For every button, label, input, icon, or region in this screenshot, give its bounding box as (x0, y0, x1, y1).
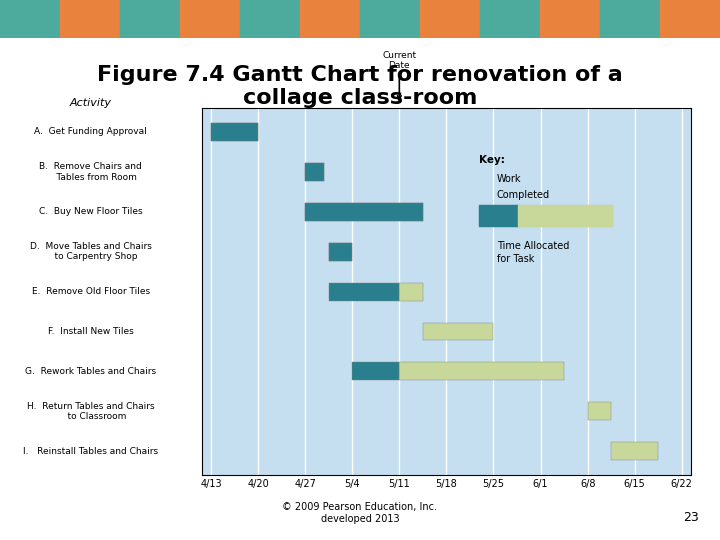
Bar (329, 242, 352, 261)
Bar (660, 0, 720, 38)
Bar (420, 0, 480, 38)
Bar (240, 0, 300, 38)
Bar (305, 203, 423, 221)
Bar (360, 0, 420, 38)
Bar (180, 0, 240, 38)
Bar (305, 163, 324, 181)
Text: Time Allocated: Time Allocated (497, 241, 570, 252)
Text: C.  Buy New Floor Tiles: C. Buy New Floor Tiles (39, 207, 143, 217)
Text: A.  Get Funding Approval: A. Get Funding Approval (35, 127, 147, 137)
Text: E.  Remove Old Floor Tiles: E. Remove Old Floor Tiles (32, 287, 150, 296)
Bar (352, 362, 400, 380)
Text: © 2009 Pearson Education, Inc.
developed 2013: © 2009 Pearson Education, Inc. developed… (282, 502, 438, 524)
Text: 23: 23 (683, 511, 698, 524)
Text: Figure 7.4 Gantt Chart for renovation of a
collage class-room: Figure 7.4 Gantt Chart for renovation of… (97, 65, 623, 108)
Bar (540, 0, 600, 38)
Bar (600, 0, 660, 38)
Bar (305, 203, 423, 221)
Bar (400, 282, 423, 301)
Text: for Task: for Task (497, 254, 534, 265)
Text: G.  Rework Tables and Chairs: G. Rework Tables and Chairs (25, 367, 156, 376)
Bar (588, 402, 611, 420)
Bar (0, 0, 60, 38)
Bar (400, 362, 564, 380)
Bar (329, 282, 400, 301)
Bar (60, 0, 120, 38)
Text: Current
Date: Current Date (382, 51, 416, 99)
Text: I.   Reinstall Tables and Chairs: I. Reinstall Tables and Chairs (23, 447, 158, 456)
Text: Completed: Completed (497, 190, 550, 200)
Bar (479, 205, 518, 226)
Text: D.  Move Tables and Chairs
    to Carpentry Shop: D. Move Tables and Chairs to Carpentry S… (30, 242, 152, 261)
Bar (479, 205, 612, 226)
Text: Work: Work (497, 174, 521, 184)
Bar (120, 0, 180, 38)
Bar (480, 0, 540, 38)
Text: F.  Install New Tiles: F. Install New Tiles (48, 327, 134, 336)
Bar (329, 242, 352, 261)
Bar (423, 322, 493, 341)
Text: Activity: Activity (70, 98, 112, 108)
Bar (211, 123, 258, 141)
Bar (611, 442, 658, 460)
Bar (518, 205, 612, 226)
Bar (305, 163, 324, 181)
Text: H.  Return Tables and Chairs
    to Classroom: H. Return Tables and Chairs to Classroom (27, 402, 155, 421)
Bar (211, 123, 258, 141)
Text: B.  Remove Chairs and
    Tables from Room: B. Remove Chairs and Tables from Room (40, 162, 142, 181)
Text: Key:: Key: (479, 154, 505, 165)
Bar (300, 0, 360, 38)
